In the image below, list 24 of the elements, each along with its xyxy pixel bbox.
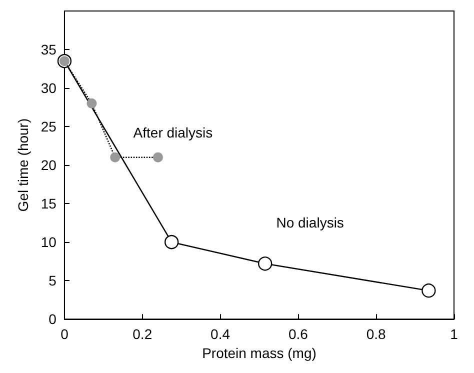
point	[110, 152, 120, 162]
x-tick-label: 0.2	[132, 326, 152, 342]
y-tick-label: 0	[48, 311, 57, 328]
x-tick-label: 0.4	[210, 326, 230, 342]
point	[164, 234, 179, 250]
point	[152, 152, 163, 162]
x-axis-title: Protein mass (mg)	[202, 345, 316, 361]
y-tick-label: 10	[40, 234, 57, 250]
y-tick-label: 30	[40, 80, 57, 96]
y-tick-label: 15	[40, 196, 57, 212]
x-tick-label: 0.6	[288, 326, 308, 342]
point	[258, 256, 272, 271]
y-tick-label: 25	[40, 118, 57, 135]
text: No dialysis	[276, 214, 344, 231]
y-tick-label: 5	[48, 272, 57, 289]
y-tick-label: 35	[40, 42, 57, 58]
point	[86, 98, 97, 108]
x-tick-label: 1	[450, 326, 458, 342]
x-tick-label: 0.8	[366, 326, 386, 342]
series-label: After dialysis	[133, 124, 213, 140]
point	[422, 284, 436, 298]
x-tick-label: 0	[60, 326, 69, 342]
y-tick-label: 20	[40, 157, 57, 174]
y-axis-title: Gel time (hour)	[15, 118, 31, 212]
